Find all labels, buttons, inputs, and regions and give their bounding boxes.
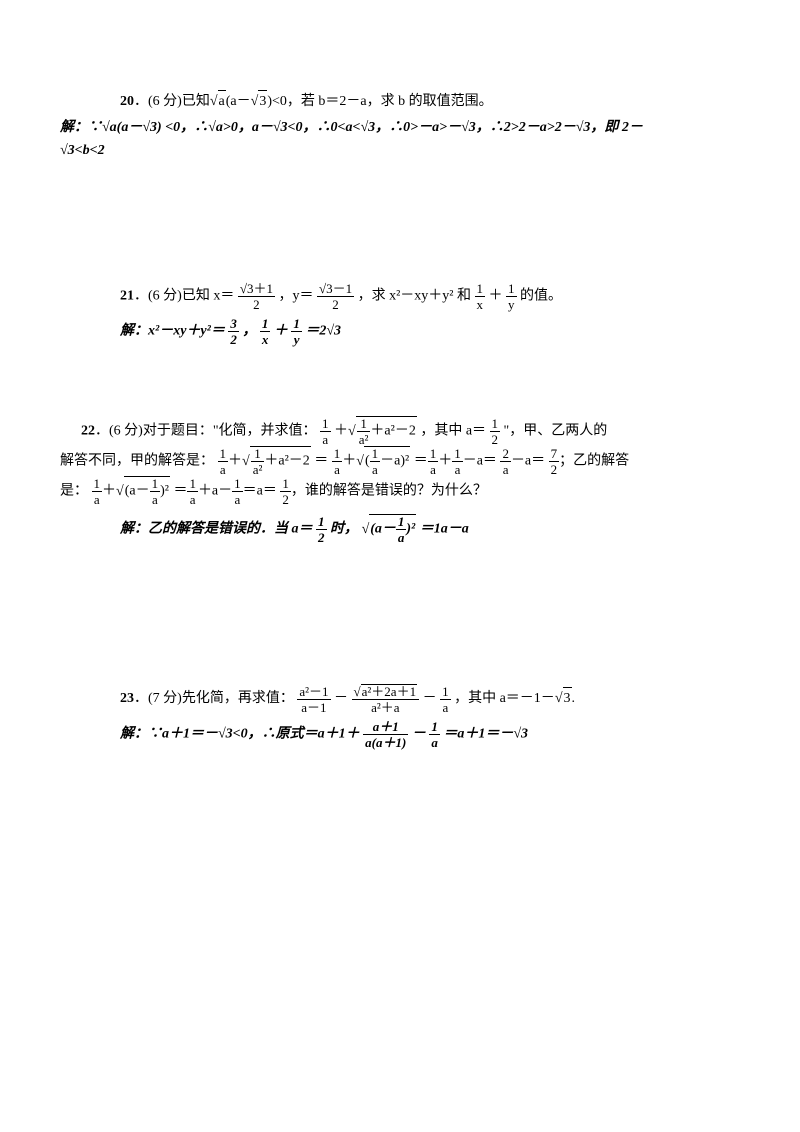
problem-20: 20．(6 分)已知√a(a－√3)<0，若 b＝2－a，求 b 的取值范围。 … [120, 90, 680, 162]
points: (6 分) [148, 289, 182, 304]
problem-number: 20 [120, 94, 134, 109]
problem-23: 23．(7 分)先化简，再求值： a²－1a－1 － √a²＋2a＋1a²＋a … [120, 684, 680, 749]
problem-20-stem: 20．(6 分)已知√a(a－√3)<0，若 b＝2－a，求 b 的取值范围。 [120, 90, 680, 113]
problem-20-solution: 解：∵√a(a－√3) <0，∴√a>0，a－√3<0，∴0<a<√3，∴0>－… [60, 117, 680, 162]
problem-21-solution: 解：x²－xy＋y²＝ 32 ， 1x ＋ 1y ＝2√3 [120, 317, 680, 346]
points: (7 分) [148, 691, 182, 706]
problem-number: 21 [120, 289, 134, 304]
problem-21: 21．(6 分)已知 x＝ √3＋12 ，y＝ √3－12 ，求 x²－xy＋y… [120, 282, 680, 346]
problem-21-stem: 21．(6 分)已知 x＝ √3＋12 ，y＝ √3－12 ，求 x²－xy＋y… [120, 282, 680, 311]
problem-23-solution: 解：∵a＋1＝－√3<0，∴原式＝a＋1＋ a＋1a(a＋1) － 1a ＝a＋… [120, 720, 680, 749]
points: (6 分) [148, 94, 182, 109]
problem-22: 22．(6 分)对于题目："化简，并求值： 1a ＋√1a²＋a²－2 ，其中 … [120, 416, 680, 544]
problem-23-stem: 23．(7 分)先化简，再求值： a²－1a－1 － √a²＋2a＋1a²＋a … [120, 684, 680, 714]
problem-number: 22 [81, 424, 95, 439]
problem-22-stem: 22．(6 分)对于题目："化简，并求值： 1a ＋√1a²＋a²－2 ，其中 … [60, 416, 680, 506]
problem-number: 23 [120, 691, 134, 706]
problem-22-solution: 解：乙的解答是错误的．当 a＝ 12 时， √(a－1a)² ＝1a－a [120, 514, 680, 544]
points: (6 分) [109, 424, 143, 439]
